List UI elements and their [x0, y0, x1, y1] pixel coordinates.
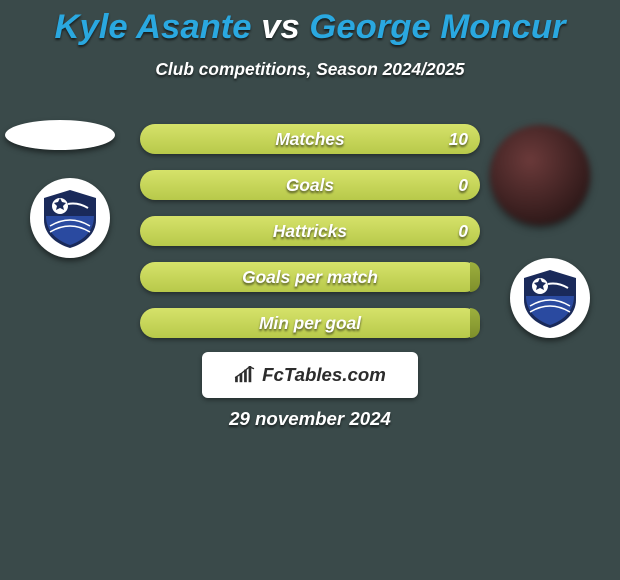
stat-bar-goals: Goals 0	[140, 170, 480, 200]
subtitle: Club competitions, Season 2024/2025	[0, 59, 620, 80]
player-right-name: George Moncur	[309, 8, 565, 46]
stat-bar-matches: Matches 10	[140, 124, 480, 154]
brand-box: FcTables.com	[202, 352, 418, 398]
stat-bar-hattricks: Hattricks 0	[140, 216, 480, 246]
southend-crest-icon	[518, 266, 582, 330]
bar-label: Goals	[140, 170, 480, 200]
bar-chart-icon	[234, 366, 256, 384]
bar-value-right: 0	[458, 216, 468, 246]
date-line: 29 november 2024	[0, 408, 620, 430]
stat-bar-min-per-goal: Min per goal	[140, 308, 480, 338]
club-badge-right	[510, 258, 590, 338]
bar-value-right: 10	[449, 124, 468, 154]
southend-crest-icon	[38, 186, 102, 250]
stat-bars: Matches 10 Goals 0 Hattricks 0 Goals per…	[140, 124, 480, 338]
bar-value-right: 0	[458, 170, 468, 200]
brand-text: FcTables.com	[262, 364, 386, 386]
bar-label: Hattricks	[140, 216, 480, 246]
bar-label: Matches	[140, 124, 480, 154]
player-left-name: Kyle Asante	[54, 8, 251, 46]
bar-label: Min per goal	[140, 308, 480, 338]
player-right-avatar	[490, 125, 590, 225]
club-badge-left	[30, 178, 110, 258]
comparison-title: Kyle Asante vs George Moncur	[0, 0, 620, 47]
bar-label: Goals per match	[140, 262, 480, 292]
player-left-avatar	[5, 120, 115, 150]
stat-bar-goals-per-match: Goals per match	[140, 262, 480, 292]
vs-text: vs	[261, 8, 300, 46]
